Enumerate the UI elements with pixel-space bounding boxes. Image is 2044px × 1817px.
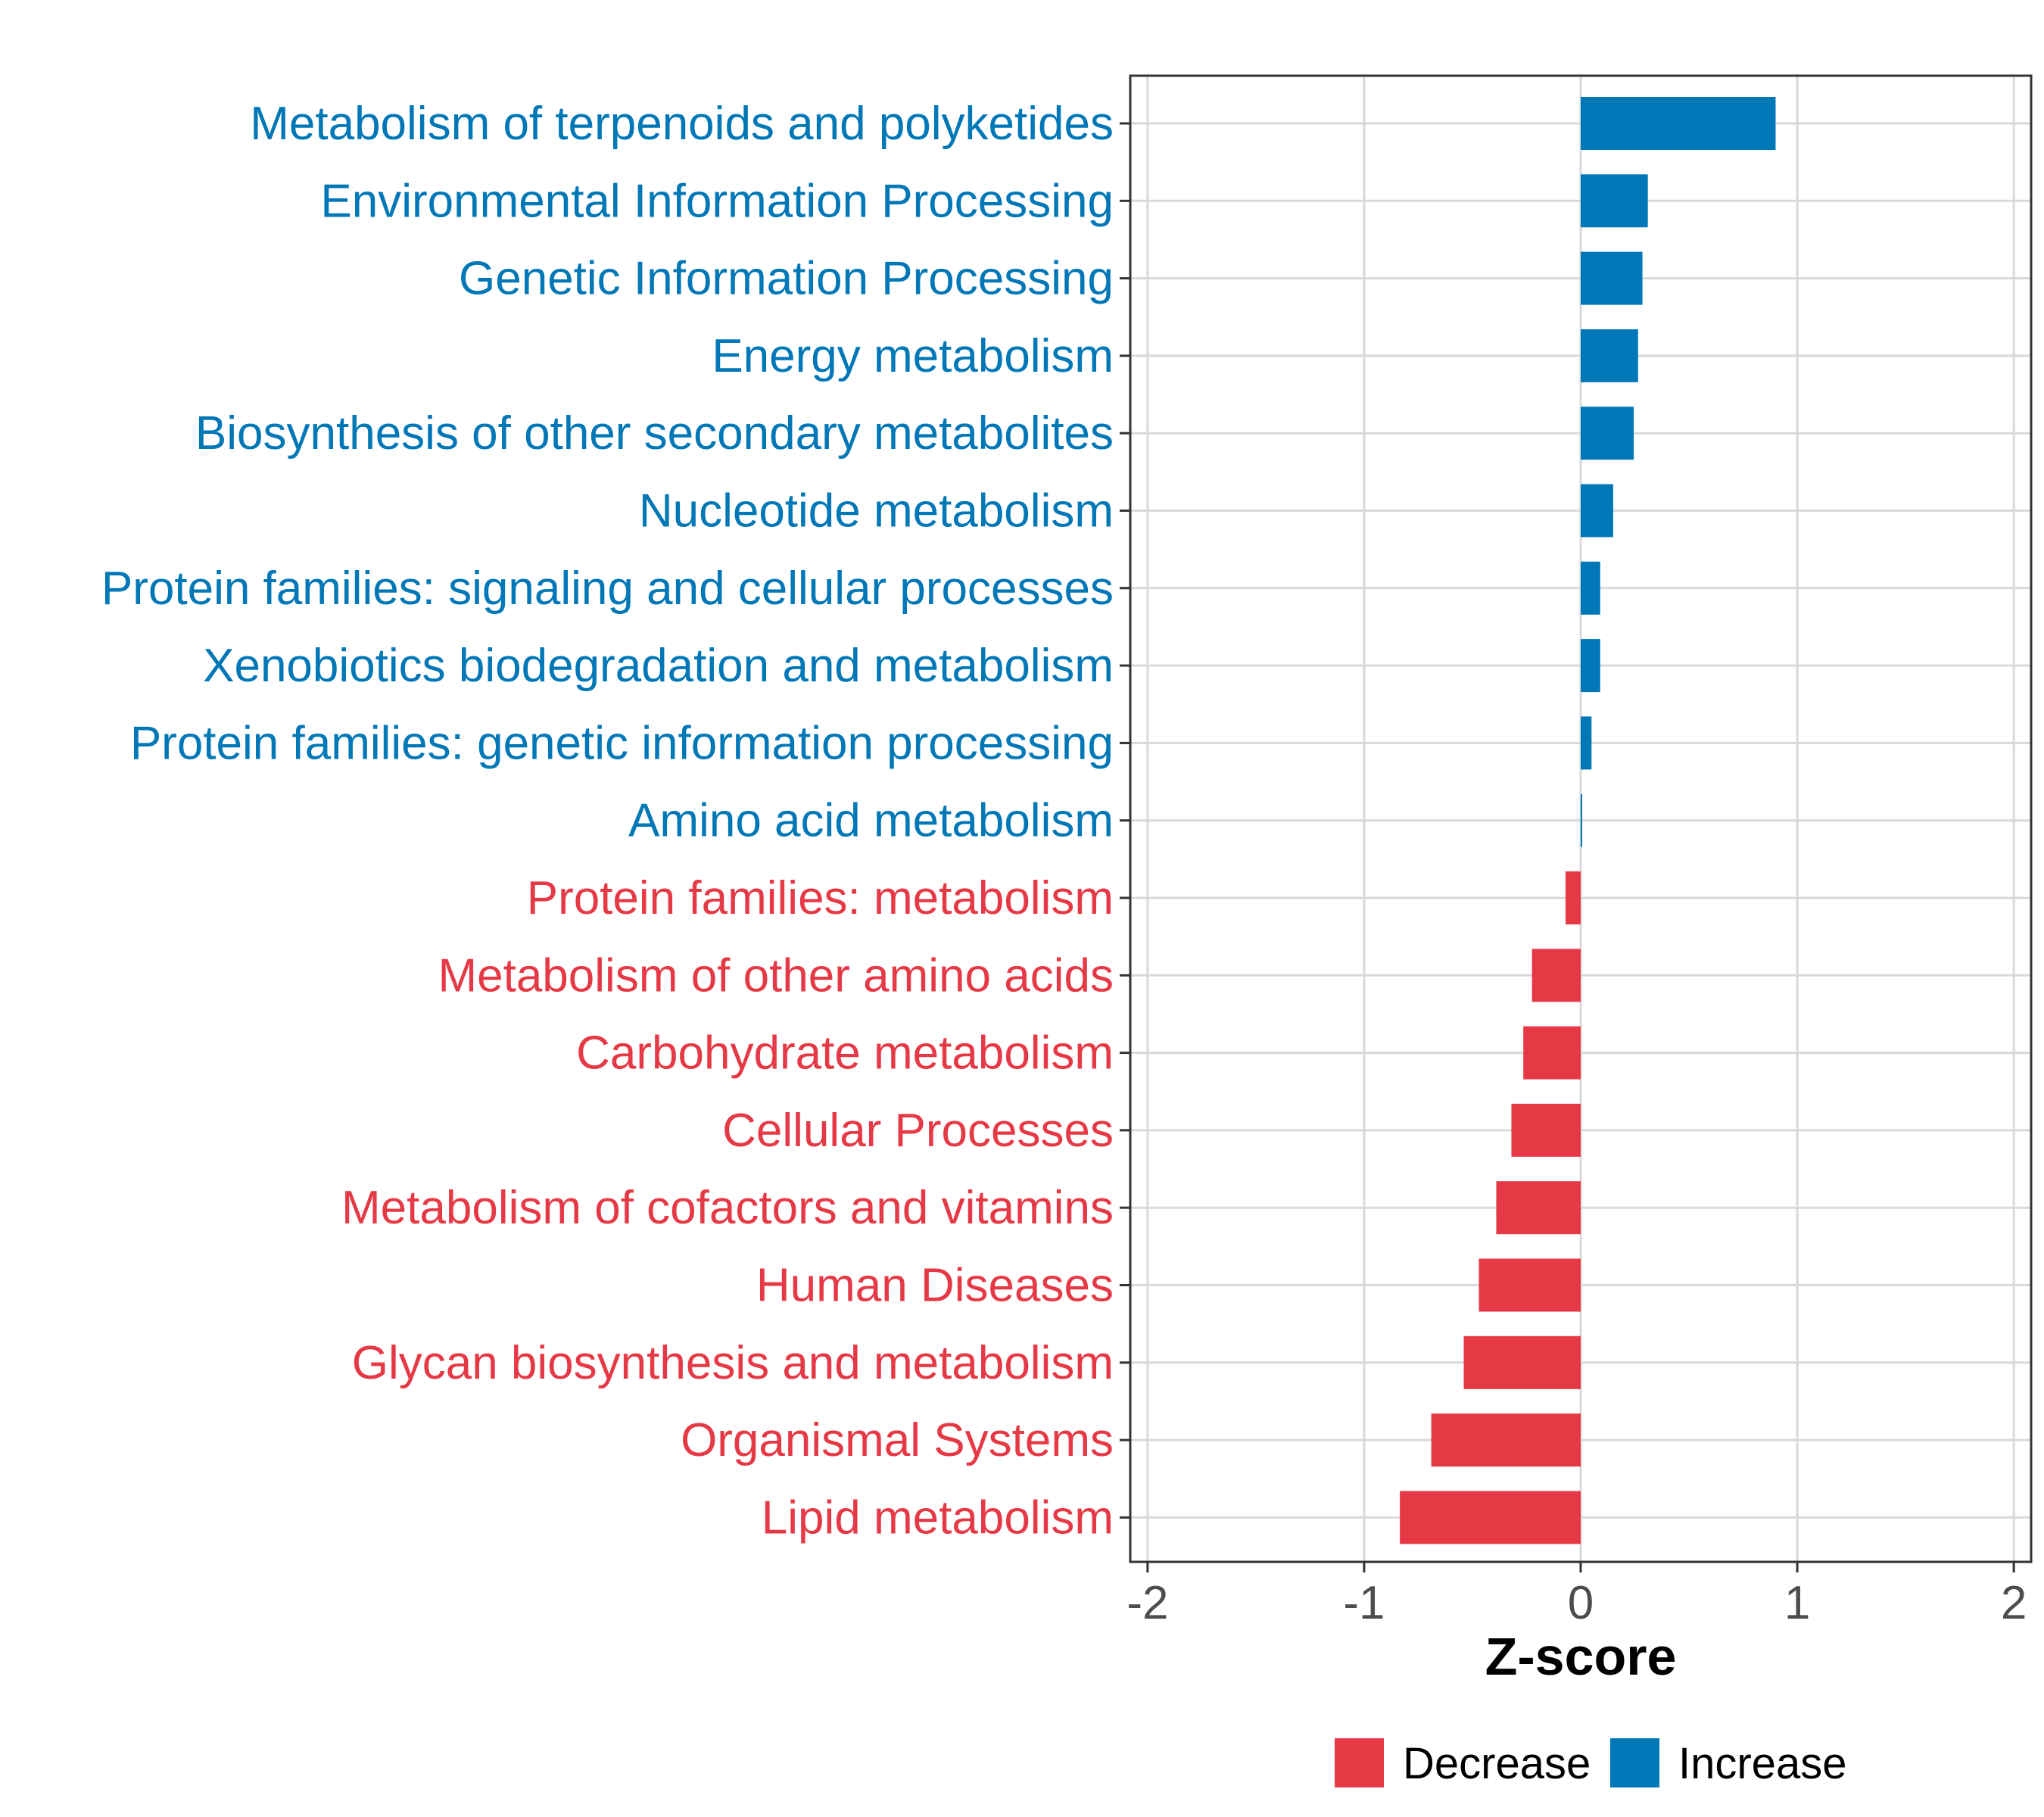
bar [1478,1258,1581,1312]
bar [1431,1413,1581,1467]
legend-label-increase: Increase [1678,1739,1846,1788]
category-label: Metabolism of terpenoids and polyketides [250,98,1114,150]
category-label: Genetic Information Processing [459,253,1114,305]
category-label: Carbohydrate metabolism [576,1027,1114,1080]
bar [1463,1335,1581,1389]
bar [1581,716,1592,770]
category-label: Cellular Processes [722,1105,1114,1157]
bar [1581,97,1776,150]
legend: Decrease Increase [1335,1738,1846,1788]
category-label: Protein families: signaling and cellular… [101,563,1114,615]
bar [1581,639,1600,693]
category-label: Xenobiotics biodegradation and metabolis… [203,640,1114,692]
category-label: Glycan biosynthesis and metabolism [352,1337,1114,1389]
bar [1511,1103,1581,1157]
category-label: Metabolism of cofactors and vitamins [341,1182,1114,1234]
y-axis: Metabolism of terpenoids and polyketides… [101,98,1130,1544]
category-label: Biosynthesis of other secondary metaboli… [195,407,1114,460]
bar [1581,174,1648,228]
category-label: Human Diseases [756,1260,1114,1312]
bar [1531,949,1581,1002]
bar [1400,1491,1581,1544]
legend-label-decrease: Decrease [1403,1739,1591,1788]
x-tick-label: 2 [2001,1577,2027,1629]
category-label: Protein families: metabolism [527,872,1114,924]
legend-swatch-increase [1610,1738,1659,1787]
x-tick-label: -2 [1126,1577,1168,1629]
bar [1565,871,1581,924]
bars [1400,97,1776,1544]
bar [1581,329,1638,382]
bar [1581,407,1634,460]
category-label: Energy metabolism [712,330,1114,382]
category-label: Protein families: genetic information pr… [130,717,1114,769]
bar [1496,1181,1581,1235]
category-label: Nucleotide metabolism [639,485,1114,538]
x-tick-label: 1 [1784,1577,1810,1629]
category-label: Lipid metabolism [762,1491,1114,1544]
category-label: Environmental Information Processing [320,175,1114,227]
bar [1581,484,1613,538]
bar [1581,561,1600,615]
x-tick-label: -1 [1343,1577,1385,1629]
x-tick-label: 0 [1568,1577,1594,1629]
x-axis-title: Z-score [1485,1627,1677,1686]
legend-swatch-decrease [1335,1738,1384,1787]
bar [1523,1026,1581,1080]
bar [1581,793,1582,847]
x-axis: -2 -1 0 1 2 [1126,1562,2027,1629]
category-label: Metabolism of other amino acids [438,949,1114,1002]
bar [1581,251,1643,305]
category-label: Amino acid metabolism [628,795,1114,847]
category-label: Organismal Systems [681,1414,1114,1466]
